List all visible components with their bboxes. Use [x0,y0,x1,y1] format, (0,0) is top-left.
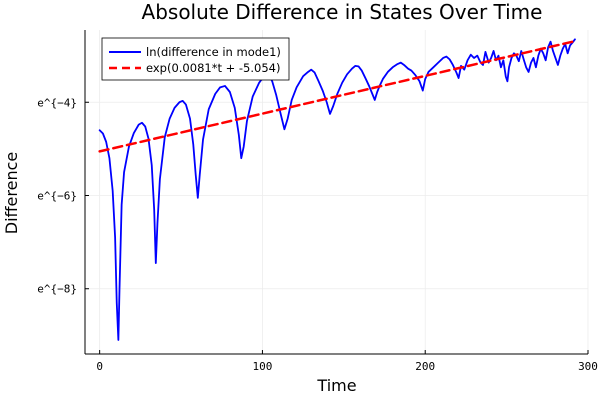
axes [84,30,589,355]
y-tick-label: e^{−6} [37,189,77,202]
y-axis-label: Difference [2,152,21,234]
x-axis-label: Time [316,376,356,395]
series-line-mode1 [98,38,576,341]
y-tick-label: e^{−8} [37,283,77,296]
legend-label-fit: exp(0.0081*t + -5.054) [146,61,280,75]
x-tick-label: 100 [252,360,272,373]
y-tick-label: e^{−4} [37,96,77,109]
tick-labels: 0 100 200 300 e^{−8} e^{−6} e^{−4} [37,96,598,373]
x-tick-label: 300 [578,360,598,373]
series-line-fit [98,39,577,153]
legend: ln(difference in mode1) exp(0.0081*t + -… [101,37,290,81]
chart-title: Absolute Difference in States Over Time [142,0,543,24]
grid [85,30,589,354]
x-tick-label: 200 [415,360,435,373]
legend-label-mode1: ln(difference in mode1) [146,45,281,59]
x-tick-label: 0 [96,360,103,373]
legend-box [101,37,290,81]
series [98,38,577,341]
